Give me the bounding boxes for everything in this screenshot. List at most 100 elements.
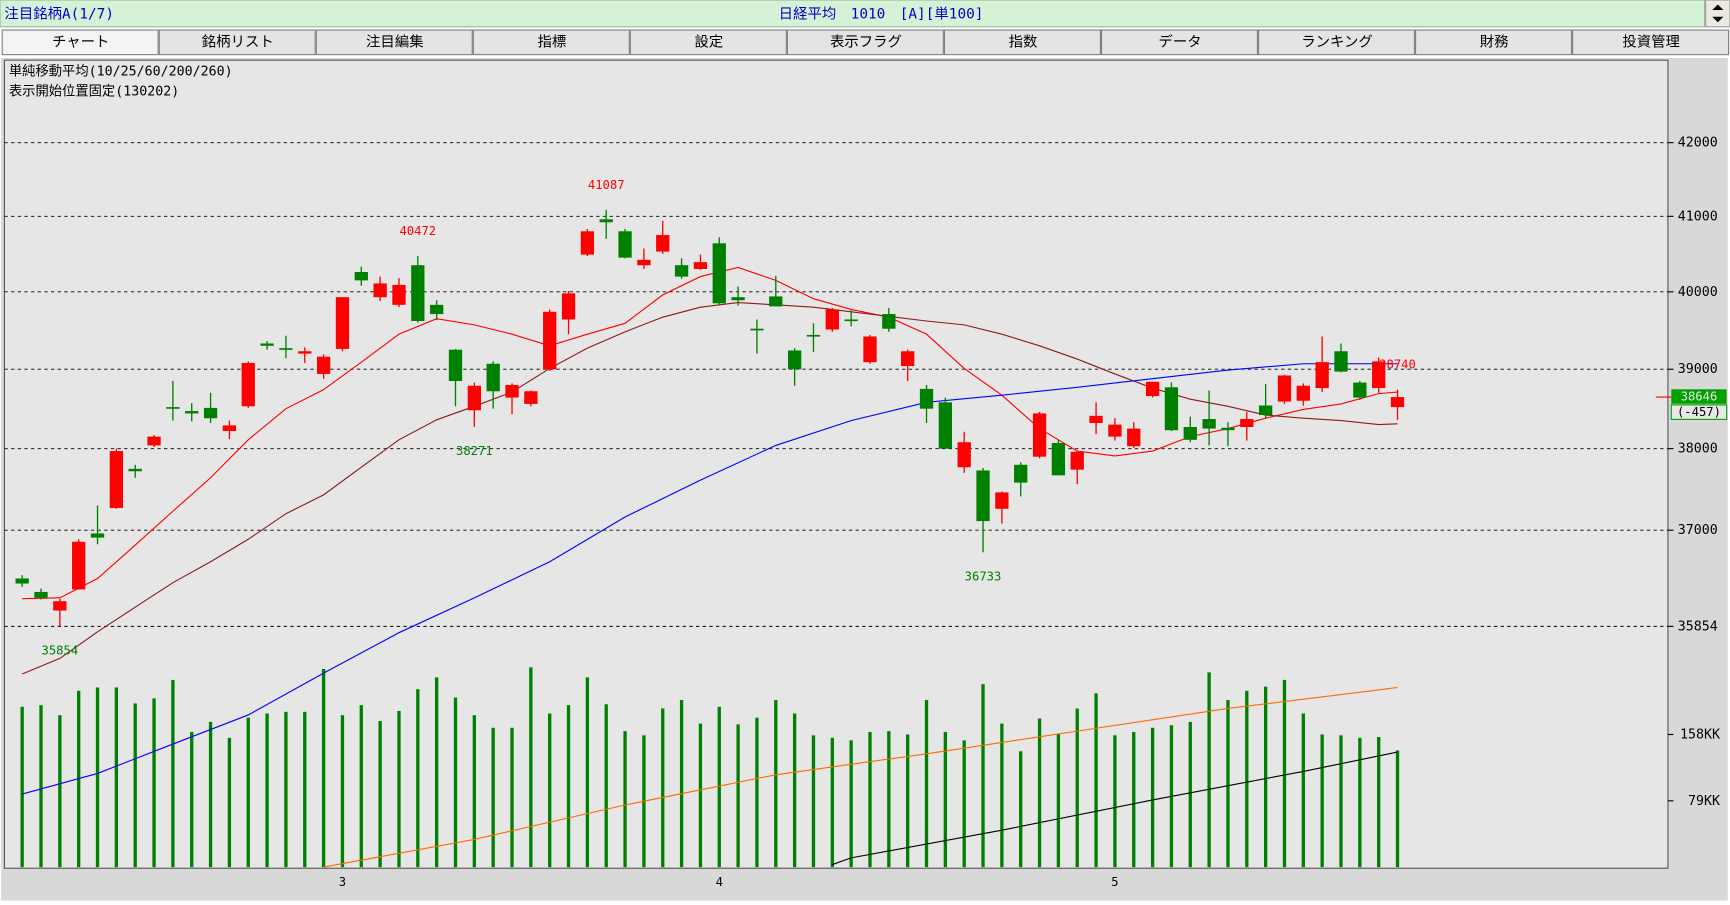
- tab[interactable]: 設定: [629, 29, 787, 56]
- price-annotation: 41087: [588, 178, 625, 192]
- moving-average: [22, 363, 1398, 795]
- candle-body: [298, 351, 312, 354]
- tab-label: 指数: [1009, 33, 1038, 50]
- volume-bar: [981, 684, 985, 868]
- volume-moving-average: [323, 686, 1398, 868]
- price-annotation: 38271: [456, 444, 493, 458]
- candle-body: [1108, 424, 1122, 437]
- candle-body: [976, 470, 990, 522]
- volume-bar: [830, 737, 834, 868]
- candle-body: [34, 591, 48, 598]
- volume-bar: [321, 669, 326, 868]
- scroll-arrows: [1712, 4, 1724, 23]
- tab[interactable]: 注目編集: [315, 29, 473, 56]
- candle-body: [185, 411, 199, 414]
- tab-background: [158, 29, 316, 56]
- volume-bar: [152, 698, 156, 868]
- volume-bar: [1358, 737, 1362, 868]
- candle-body: [524, 391, 538, 404]
- candle-body: [392, 284, 406, 305]
- tab[interactable]: データ: [1100, 29, 1258, 56]
- volume-bar: [416, 689, 420, 868]
- tab-label: データ: [1158, 32, 1201, 50]
- volume-bar: [1263, 686, 1268, 868]
- tab-background: [1100, 29, 1258, 56]
- volume-bar: [133, 703, 137, 868]
- candle-body: [882, 314, 896, 329]
- tab-label: 注目編集: [366, 33, 424, 50]
- candle-body: [863, 336, 877, 363]
- volume-bar: [774, 700, 778, 868]
- x-tick-label: 5: [1111, 875, 1118, 889]
- tab[interactable]: 指数: [943, 29, 1101, 56]
- candle-body: [467, 385, 481, 411]
- tab[interactable]: 投資管理: [1572, 29, 1730, 56]
- volume-bar: [736, 724, 740, 868]
- candle-body: [656, 235, 670, 252]
- candle-body: [901, 351, 915, 367]
- volume-bar: [171, 679, 175, 868]
- candle-body: [787, 350, 802, 370]
- volume-bar: [397, 710, 401, 868]
- volume-bar: [924, 700, 929, 868]
- tab-background: [1572, 29, 1730, 56]
- volume-bar: [604, 704, 608, 868]
- volume-bar: [378, 721, 382, 868]
- volume-bar: [208, 721, 213, 868]
- x-tick-label: 3: [339, 875, 346, 889]
- candle-body: [128, 468, 142, 472]
- volume-bar: [340, 715, 345, 868]
- volume-tick-label: 79KK: [1688, 794, 1720, 809]
- candle-body: [147, 436, 161, 446]
- tab[interactable]: ランキング: [1257, 29, 1416, 56]
- candle-body: [486, 363, 500, 392]
- center-title: 日経平均 1010 [A][単100]: [779, 5, 984, 22]
- y-tick-label: 35854: [1678, 619, 1718, 634]
- volume-bar: [868, 731, 872, 868]
- tab-label: 設定: [695, 33, 724, 50]
- tab[interactable]: 表示フラグ: [786, 29, 944, 56]
- volume-bar: [906, 734, 910, 868]
- tab-label: 銘柄リスト: [202, 33, 274, 50]
- tab[interactable]: 指標: [472, 29, 630, 56]
- candle-body: [241, 362, 255, 407]
- candle-body: [109, 451, 124, 508]
- candle-body: [543, 311, 557, 370]
- volume-bar: [453, 697, 458, 868]
- volume-bar: [698, 723, 703, 868]
- y-tick-label: 42000: [1678, 136, 1718, 151]
- tab-background: [1257, 29, 1416, 56]
- tab-bar: チャート 銘柄リスト 注目編集 指標 設定 表示フラグ 指数 データ ランキング 財務 投資管理: [1, 29, 1730, 56]
- volume-bar: [679, 700, 684, 868]
- candle-body: [72, 541, 86, 590]
- candle-body: [750, 328, 764, 331]
- volume-bar: [623, 731, 627, 868]
- candle-body: [825, 309, 839, 330]
- volume-bar: [510, 727, 514, 868]
- candle-body: [279, 348, 293, 350]
- tab[interactable]: チャート: [1, 29, 159, 56]
- volume-bar: [1377, 736, 1381, 868]
- volume-bar: [548, 713, 552, 868]
- candle-body: [919, 388, 934, 409]
- volume-bar: [20, 706, 24, 868]
- tab-label: 財務: [1480, 33, 1509, 50]
- volume-bar: [1245, 690, 1249, 868]
- candle-body: [1089, 415, 1103, 424]
- candle-body: [373, 283, 387, 298]
- tab[interactable]: 銘柄リスト: [158, 29, 316, 56]
- tab[interactable]: 財務: [1415, 29, 1573, 56]
- price-annotation: 38740: [1379, 358, 1416, 372]
- candle-body: [995, 492, 1009, 509]
- candle-body: [505, 384, 519, 398]
- volume-bar: [1282, 679, 1287, 868]
- candle-body: [674, 265, 689, 277]
- scroll-buttons[interactable]: [1705, 0, 1730, 28]
- candle-body: [806, 334, 821, 337]
- candle-body: [260, 343, 274, 346]
- candle-body: [731, 297, 745, 301]
- candle-body: [1390, 397, 1405, 408]
- volume-moving-average: [832, 751, 1398, 866]
- volume-bar: [491, 727, 495, 868]
- candle-body: [1164, 387, 1179, 431]
